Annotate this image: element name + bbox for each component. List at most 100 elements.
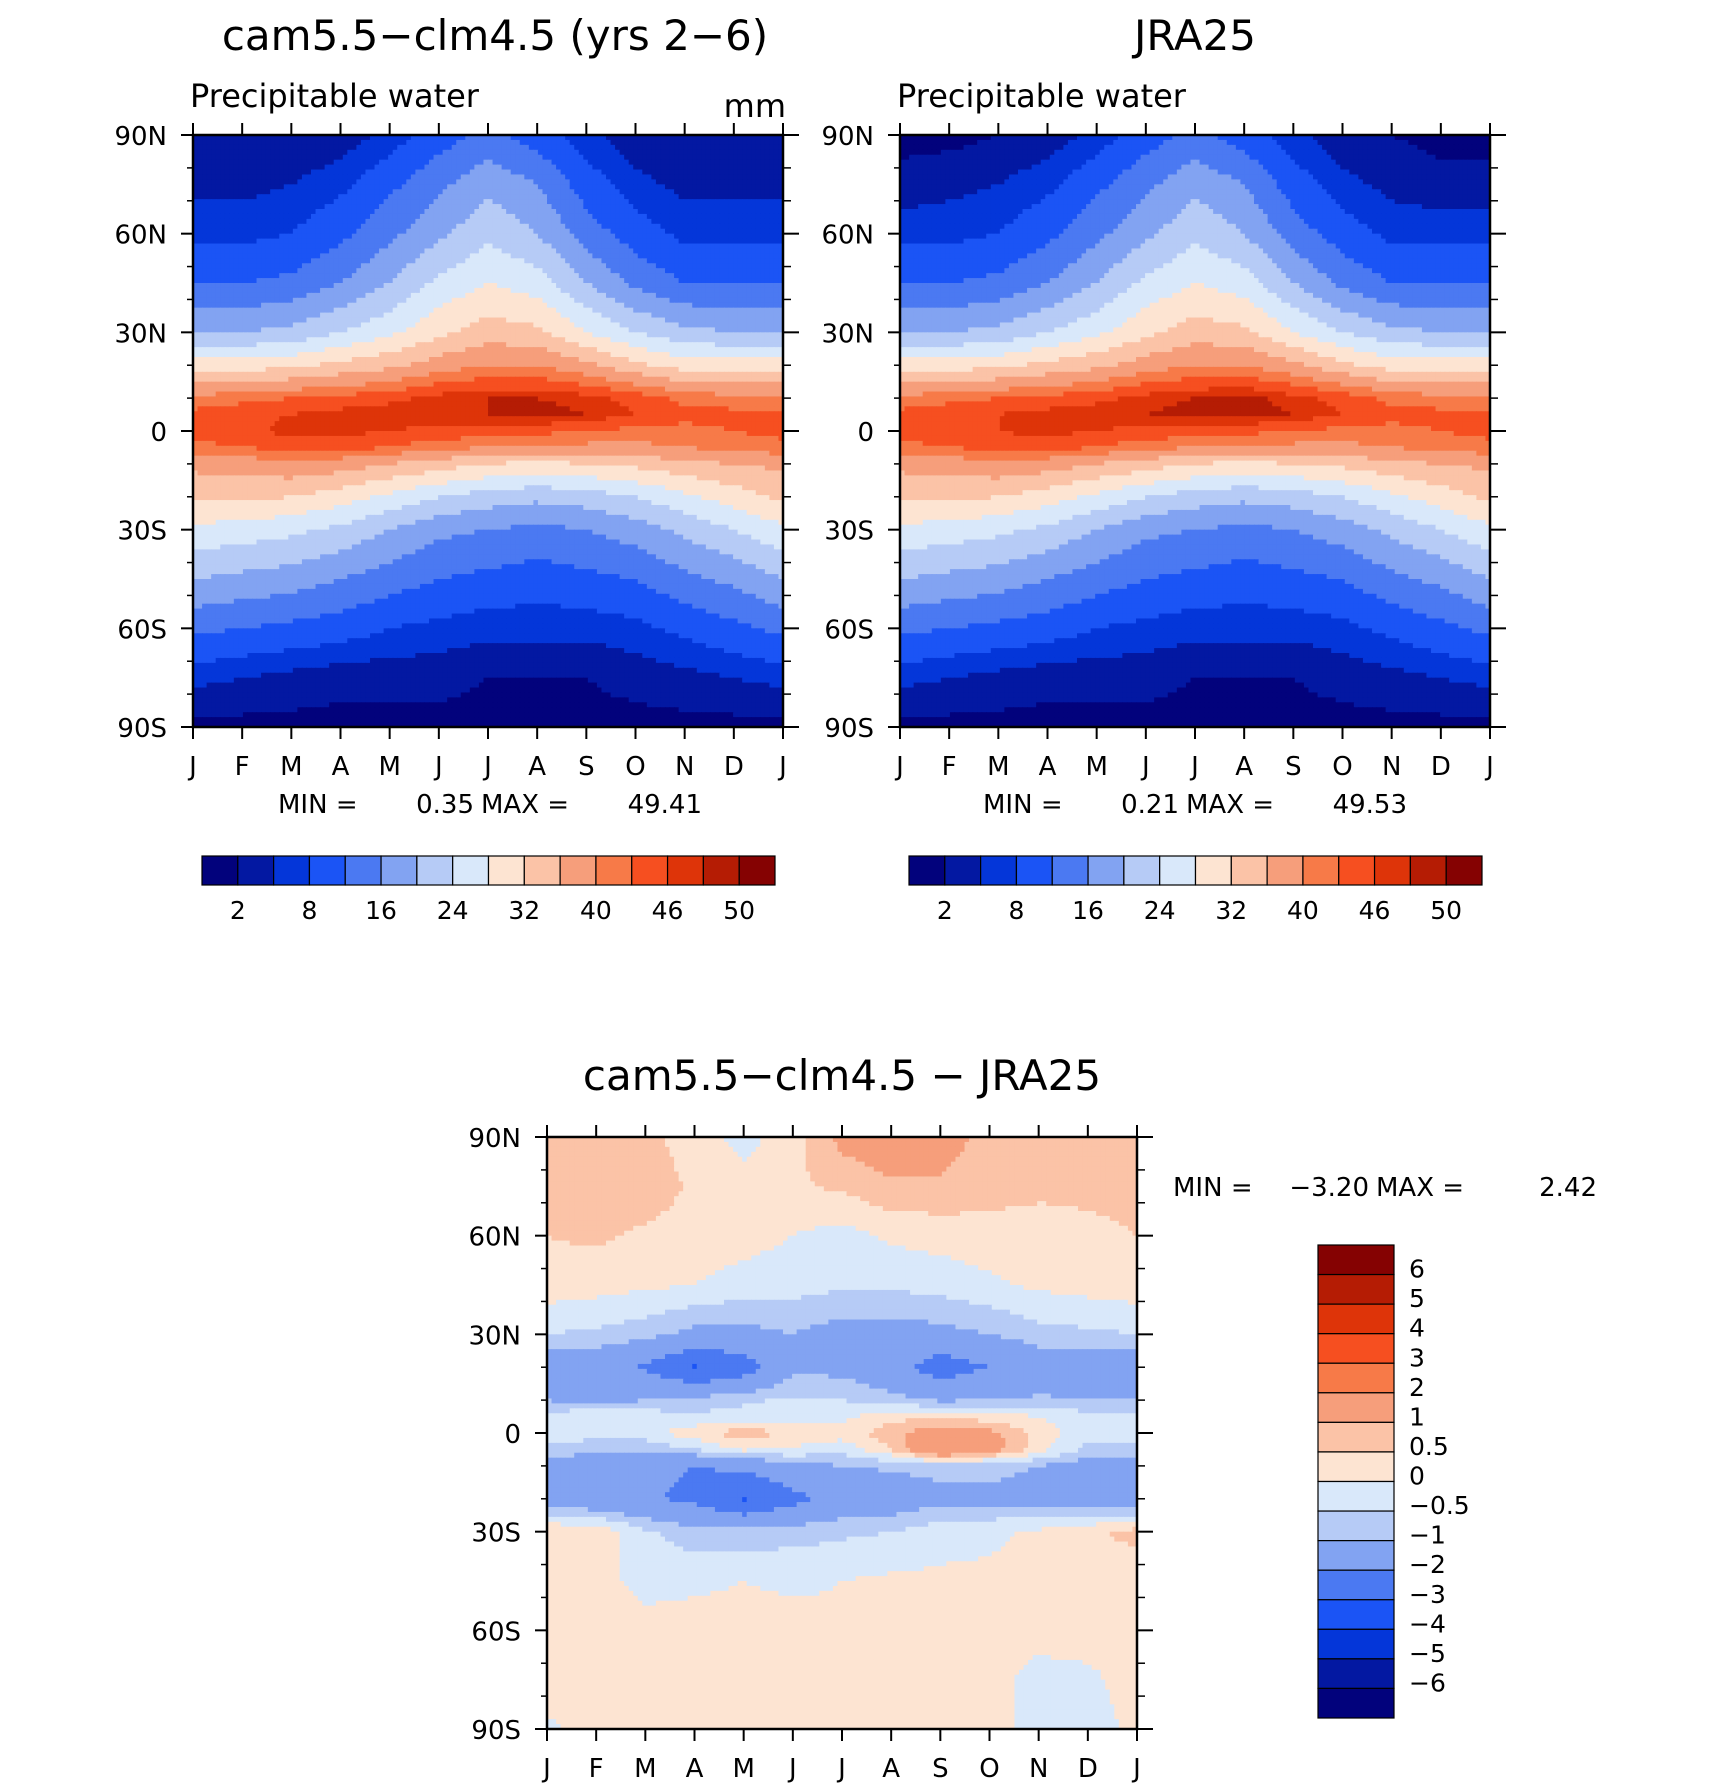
contour-cell [375,239,380,245]
contour-cell [515,219,520,225]
contour-cell [597,165,602,171]
contour-cell [384,199,389,205]
contour-cell [434,174,439,180]
contour-cell [257,174,262,180]
contour-cell [365,244,370,250]
contour-cell [506,189,511,195]
contour-cell [388,199,393,205]
contour-cell [211,219,216,225]
contour-cell [561,140,566,146]
contour-cell [465,234,470,240]
contour-cell [243,174,248,180]
contour-cell [361,214,366,220]
contour-cell [420,160,425,166]
contour-cell [488,155,493,161]
contour-cell [542,219,547,225]
contour-cell [447,209,452,215]
contour-cell [688,160,693,166]
contour-cell [243,214,248,220]
contour-cell [493,165,498,171]
contour-cell [651,179,656,185]
contour-cell [284,145,289,151]
contour-cell [506,273,511,279]
contour-cell [370,145,375,151]
contour-cell [411,155,416,161]
contour-cell [429,145,434,151]
contour-cell [406,155,411,161]
contour-cell [447,219,452,225]
contour-cell [502,278,507,284]
contour-cell [601,150,606,156]
contour-cell [415,268,420,274]
contour-cell [306,229,311,235]
contour-cell [533,184,538,190]
contour-cell [638,253,643,259]
contour-cell [574,258,579,264]
contour-cell [284,179,289,185]
contour-cell [424,194,429,200]
contour-cell [547,165,552,171]
contour-cell [429,204,434,210]
contour-cell [375,268,380,274]
contour-cell [529,278,534,284]
contour-cell [710,248,715,254]
contour-cell [234,268,239,274]
contour-cell [606,219,611,225]
contour-cell [229,199,234,205]
contour-cell [311,170,316,176]
contour-cell [424,234,429,240]
contour-cell [561,174,566,180]
contour-cell [207,189,212,195]
contour-cell [388,244,393,250]
contour-cell [474,140,479,146]
contour-cell [434,219,439,225]
contour-cell [220,155,225,161]
contour-cell [411,268,416,274]
contour-cell [601,184,606,190]
contour-cell [583,278,588,284]
contour-cell [320,278,325,284]
contour-cell [266,199,271,205]
contour-cell [515,150,520,156]
contour-cell [247,150,252,156]
contour-cell [375,224,380,230]
contour-cell [474,174,479,180]
contour-cell [361,140,366,146]
contour-cell [375,204,380,210]
contour-cell [220,273,225,279]
contour-cell [306,184,311,190]
contour-cell [647,244,652,250]
contour-cell [479,219,484,225]
contour-cell [488,239,493,245]
contour-cell [288,209,293,215]
contour-cell [375,184,380,190]
contour-cell [306,258,311,264]
contour-cell [556,219,561,225]
contour-cell [701,263,706,269]
contour-cell [275,170,280,176]
contour-cell [379,224,384,230]
contour-cell [515,234,520,240]
contour-cell [511,253,516,259]
contour-cell [538,170,543,176]
contour-cell [320,170,325,176]
contour-cell [656,150,661,156]
contour-cell [279,268,284,274]
contour-cell [306,140,311,146]
contour-cell [279,155,284,161]
contour-cell [697,204,702,210]
contour-cell [329,155,334,161]
contour-cell [674,194,679,200]
contour-cell [461,278,466,284]
contour-cell [729,194,734,200]
contour-cell [488,258,493,264]
contour-cell [760,145,765,151]
contour-cell [347,234,352,240]
contour-cell [511,234,516,240]
contour-cell [629,219,634,225]
contour-cell [275,258,280,264]
contour-cell [774,244,779,250]
contour-cell [506,224,511,230]
contour-cell [443,145,448,151]
contour-cell [279,174,284,180]
